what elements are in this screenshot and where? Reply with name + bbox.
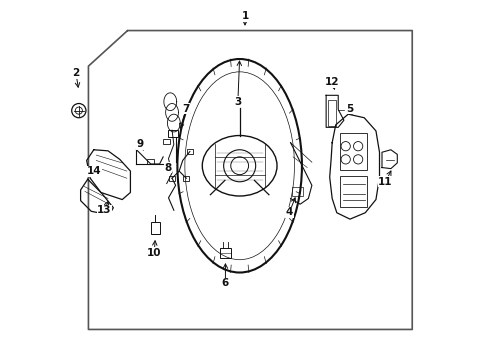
Text: 5: 5	[346, 104, 354, 114]
Text: 9: 9	[137, 139, 144, 149]
Bar	[147, 159, 154, 164]
Text: 8: 8	[164, 163, 171, 172]
Bar	[292, 187, 303, 196]
Text: 1: 1	[242, 11, 248, 21]
Bar	[220, 248, 231, 257]
Bar	[163, 139, 171, 144]
Bar	[341, 176, 367, 207]
Bar	[151, 222, 160, 234]
Bar	[169, 130, 178, 137]
Text: 11: 11	[378, 177, 393, 187]
Text: 13: 13	[97, 205, 112, 215]
Bar	[341, 133, 367, 170]
Text: 10: 10	[147, 248, 162, 258]
Text: 3: 3	[234, 97, 242, 107]
Text: 14: 14	[86, 166, 101, 176]
Bar	[187, 149, 193, 154]
Text: 6: 6	[222, 278, 229, 288]
Text: 7: 7	[183, 104, 190, 114]
Text: 12: 12	[325, 77, 340, 87]
Bar	[169, 176, 175, 181]
Text: 2: 2	[73, 68, 79, 78]
Bar	[183, 176, 190, 181]
Bar	[328, 100, 336, 126]
Text: 4: 4	[286, 207, 293, 217]
